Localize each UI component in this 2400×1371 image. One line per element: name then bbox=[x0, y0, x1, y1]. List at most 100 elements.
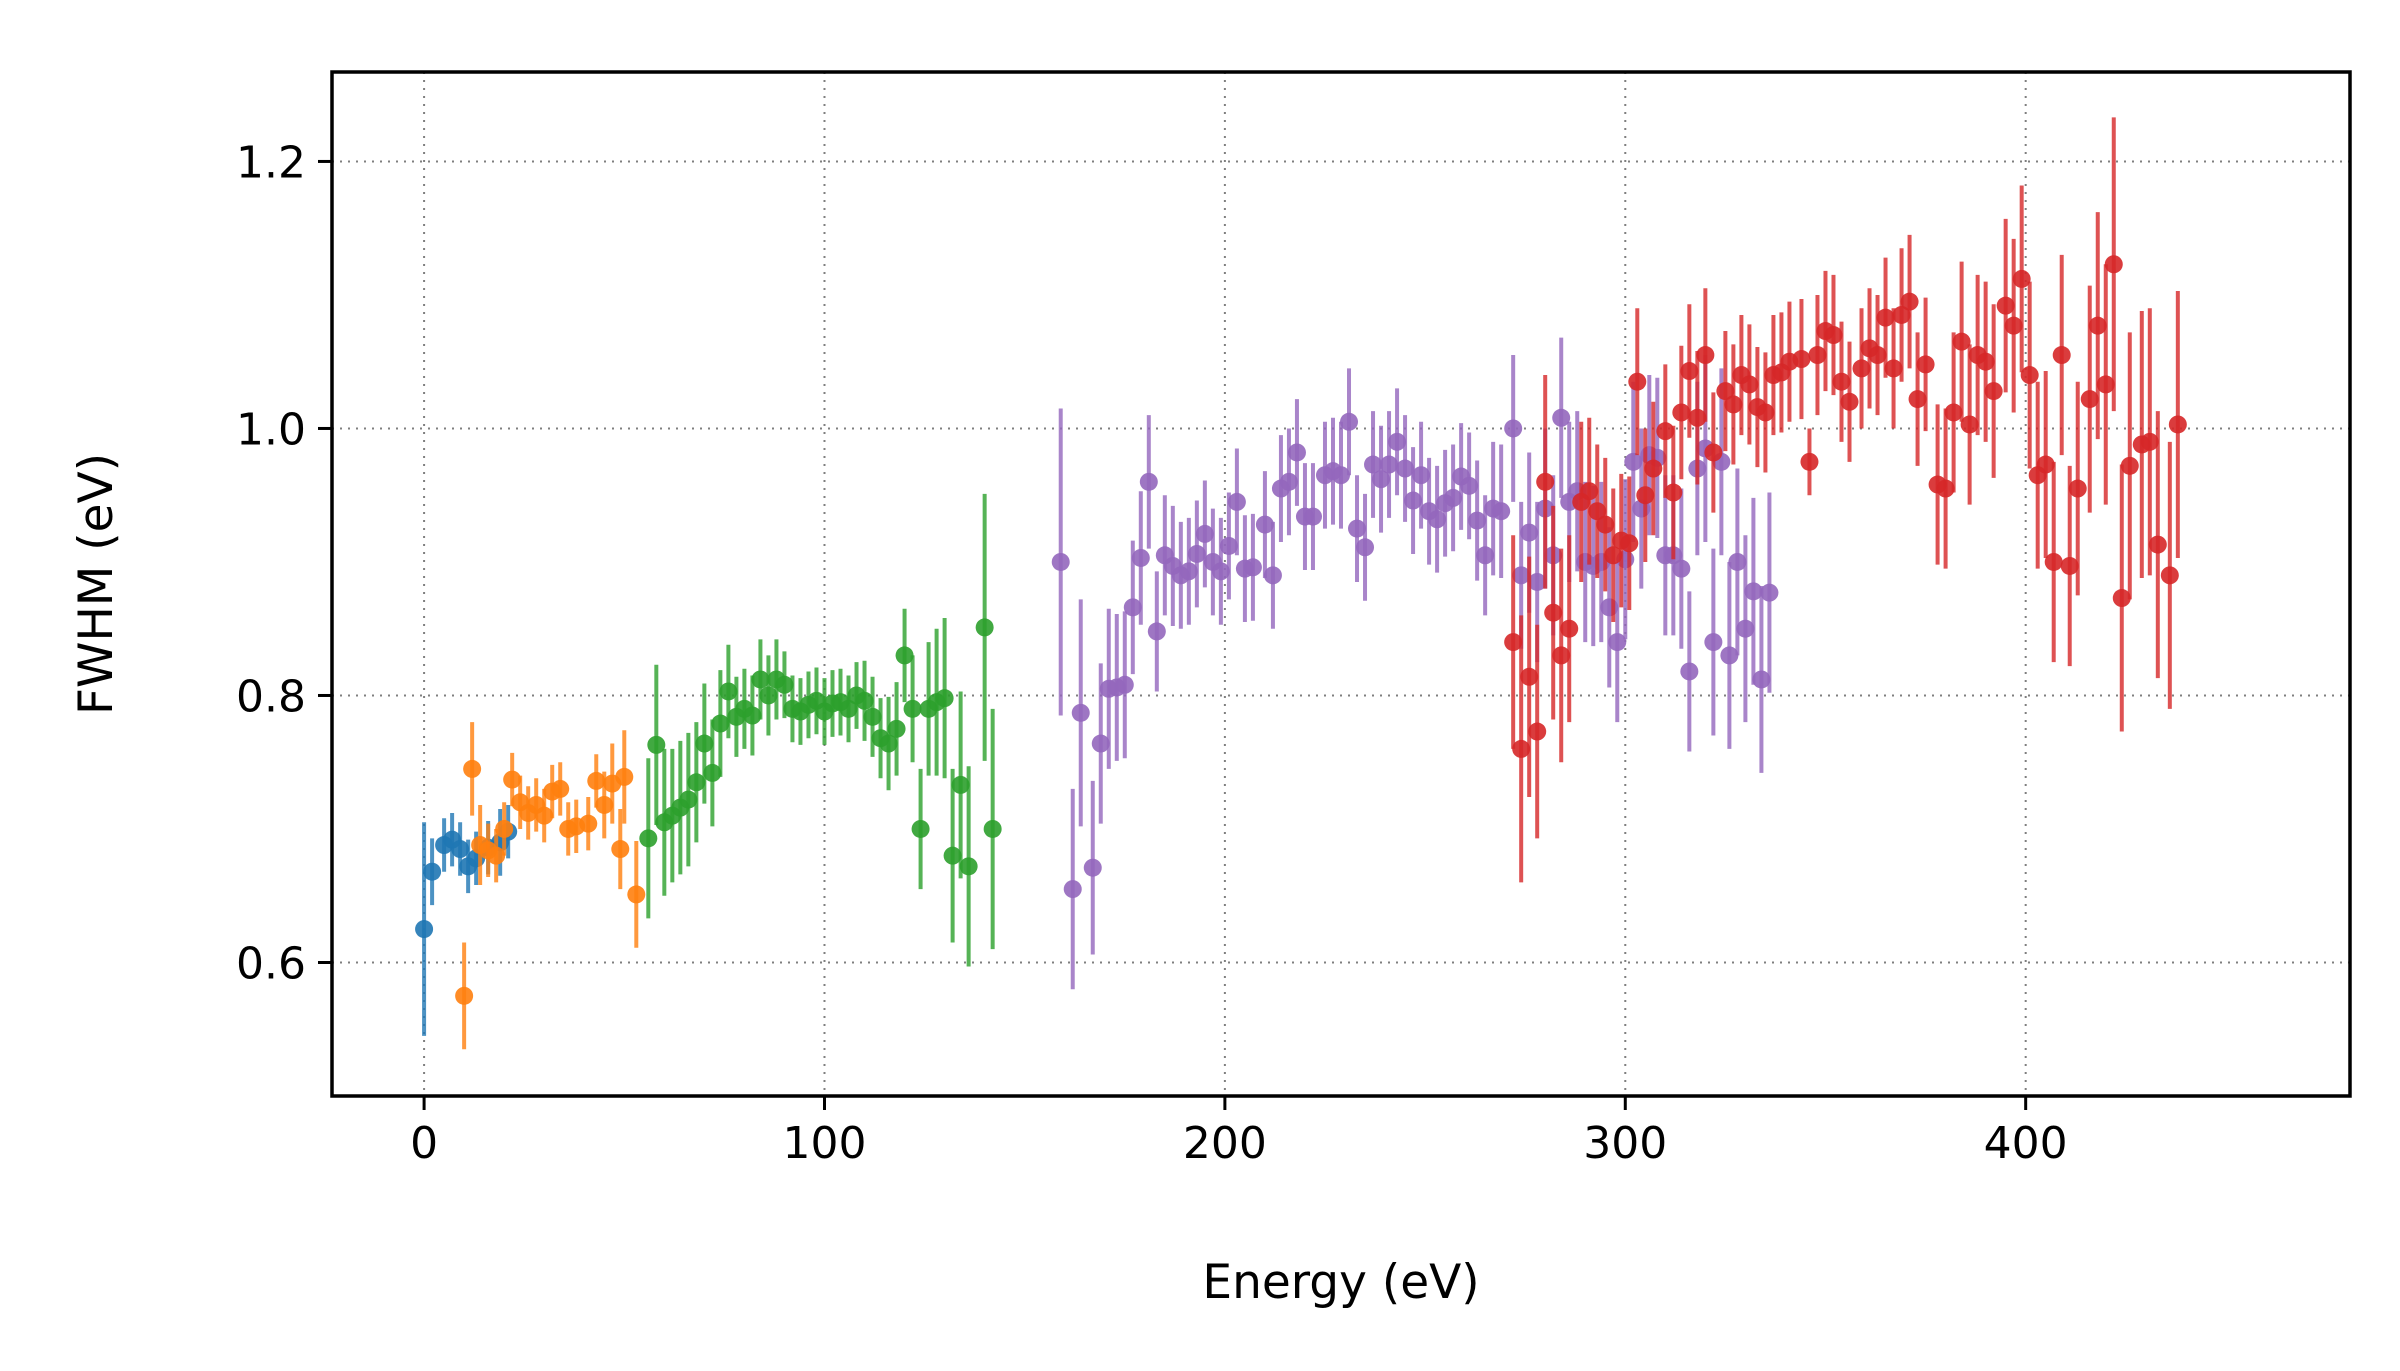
data-point bbox=[903, 699, 922, 718]
data-point bbox=[2168, 415, 2187, 434]
data-point bbox=[1528, 572, 1547, 591]
data-point bbox=[1728, 552, 1747, 571]
data-point bbox=[639, 829, 658, 848]
data-point bbox=[487, 846, 506, 865]
data-point bbox=[1600, 598, 1619, 617]
data-point bbox=[2044, 552, 2063, 571]
data-point bbox=[1608, 633, 1627, 652]
data-point bbox=[703, 763, 722, 782]
data-point bbox=[611, 840, 630, 859]
data-point bbox=[1332, 466, 1350, 485]
ticks: 0 100 200 300 400 0.6 0.8 1.0 1.2 bbox=[236, 137, 2068, 1169]
data-point bbox=[1512, 739, 1531, 758]
data-point bbox=[1736, 619, 1755, 638]
data-point bbox=[1356, 538, 1375, 557]
data-point bbox=[1460, 476, 1479, 495]
data-point bbox=[1588, 502, 1607, 521]
data-point bbox=[887, 719, 906, 738]
data-point bbox=[1800, 452, 1819, 471]
x-tick-label: 0 bbox=[410, 1118, 438, 1169]
data-point bbox=[2148, 535, 2167, 554]
data-point bbox=[2068, 479, 2087, 498]
data-point bbox=[975, 618, 994, 637]
data-point bbox=[1115, 675, 1134, 694]
data-point bbox=[2160, 566, 2179, 585]
series-5-group bbox=[1504, 117, 2187, 883]
data-point bbox=[1091, 734, 1110, 753]
data-point bbox=[1219, 536, 1238, 555]
data-point bbox=[551, 779, 570, 798]
data-point bbox=[1492, 502, 1511, 521]
data-point bbox=[1672, 403, 1691, 422]
data-point bbox=[1664, 483, 1683, 502]
data-point bbox=[759, 686, 778, 705]
data-point bbox=[1792, 350, 1811, 369]
data-point bbox=[455, 986, 474, 1005]
data-point bbox=[1528, 722, 1547, 741]
data-point bbox=[863, 707, 882, 726]
data-point bbox=[1071, 703, 1090, 722]
data-point bbox=[1876, 308, 1895, 327]
data-point bbox=[1656, 422, 1675, 441]
x-tick-label: 400 bbox=[1984, 1118, 2068, 1169]
data-point bbox=[855, 691, 874, 710]
data-point bbox=[687, 773, 706, 792]
data-point bbox=[2012, 269, 2031, 288]
data-point bbox=[1680, 362, 1699, 381]
data-point bbox=[743, 706, 762, 725]
data-point bbox=[895, 646, 914, 665]
data-point bbox=[1195, 524, 1214, 543]
series-4-group bbox=[1051, 337, 1779, 990]
data-point bbox=[627, 885, 646, 904]
data-point bbox=[1211, 562, 1230, 581]
data-point bbox=[647, 735, 666, 754]
data-point bbox=[1824, 326, 1843, 345]
data-point bbox=[1636, 486, 1655, 505]
data-point bbox=[1724, 395, 1743, 414]
data-point bbox=[1520, 667, 1539, 686]
data-point bbox=[711, 714, 730, 733]
data-point bbox=[1580, 482, 1599, 501]
data-point bbox=[1604, 546, 1623, 565]
data-point bbox=[2104, 255, 2123, 274]
data-point bbox=[751, 670, 770, 689]
data-point bbox=[495, 819, 514, 838]
data-point bbox=[1832, 372, 1851, 391]
data-point bbox=[1560, 619, 1579, 638]
data-point bbox=[1263, 566, 1282, 585]
data-point bbox=[1083, 858, 1102, 877]
data-point bbox=[1756, 403, 1775, 422]
data-point bbox=[1504, 419, 1523, 438]
data-point bbox=[1444, 488, 1463, 507]
data-point bbox=[1672, 559, 1691, 578]
data-point bbox=[775, 675, 794, 694]
data-point bbox=[943, 846, 962, 865]
data-point bbox=[1704, 633, 1723, 652]
data-point bbox=[911, 819, 930, 838]
data-point bbox=[2140, 432, 2159, 451]
data-point bbox=[1131, 548, 1150, 567]
data-point bbox=[1536, 472, 1555, 491]
data-layer bbox=[415, 117, 2187, 1050]
data-point bbox=[451, 840, 470, 859]
data-point bbox=[1720, 646, 1739, 665]
data-point bbox=[423, 862, 442, 881]
data-point bbox=[1908, 390, 1927, 409]
data-point bbox=[1412, 466, 1431, 485]
data-point bbox=[1624, 452, 1643, 471]
data-point bbox=[1063, 880, 1082, 899]
data-point bbox=[879, 734, 898, 753]
data-point bbox=[1936, 479, 1955, 498]
data-point bbox=[1388, 432, 1407, 451]
data-point bbox=[1552, 408, 1571, 427]
data-point bbox=[679, 790, 698, 809]
data-point bbox=[1944, 403, 1963, 422]
data-point bbox=[1512, 566, 1531, 585]
data-point bbox=[1544, 603, 1563, 622]
data-point bbox=[1504, 633, 1523, 652]
plot-frame bbox=[330, 70, 2352, 1098]
data-point bbox=[1520, 523, 1539, 542]
series-3-group bbox=[639, 493, 1002, 967]
data-point bbox=[1596, 515, 1615, 534]
